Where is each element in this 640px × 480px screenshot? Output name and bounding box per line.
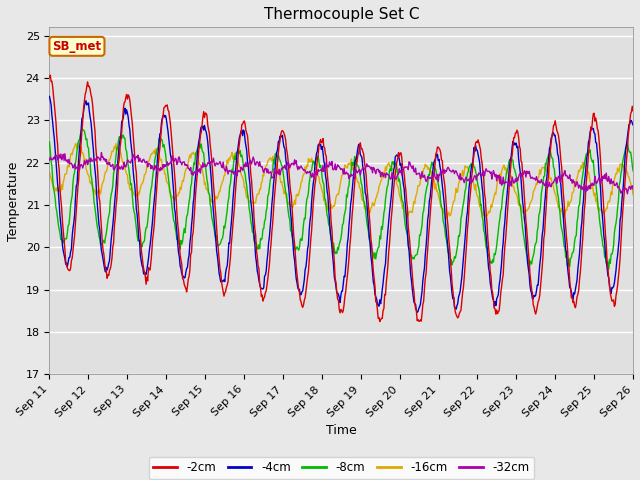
Text: SB_met: SB_met <box>52 40 102 53</box>
Legend: -2cm, -4cm, -8cm, -16cm, -32cm: -2cm, -4cm, -8cm, -16cm, -32cm <box>148 456 534 479</box>
X-axis label: Time: Time <box>326 424 356 437</box>
Y-axis label: Temperature: Temperature <box>7 161 20 240</box>
Title: Thermocouple Set C: Thermocouple Set C <box>264 7 419 22</box>
